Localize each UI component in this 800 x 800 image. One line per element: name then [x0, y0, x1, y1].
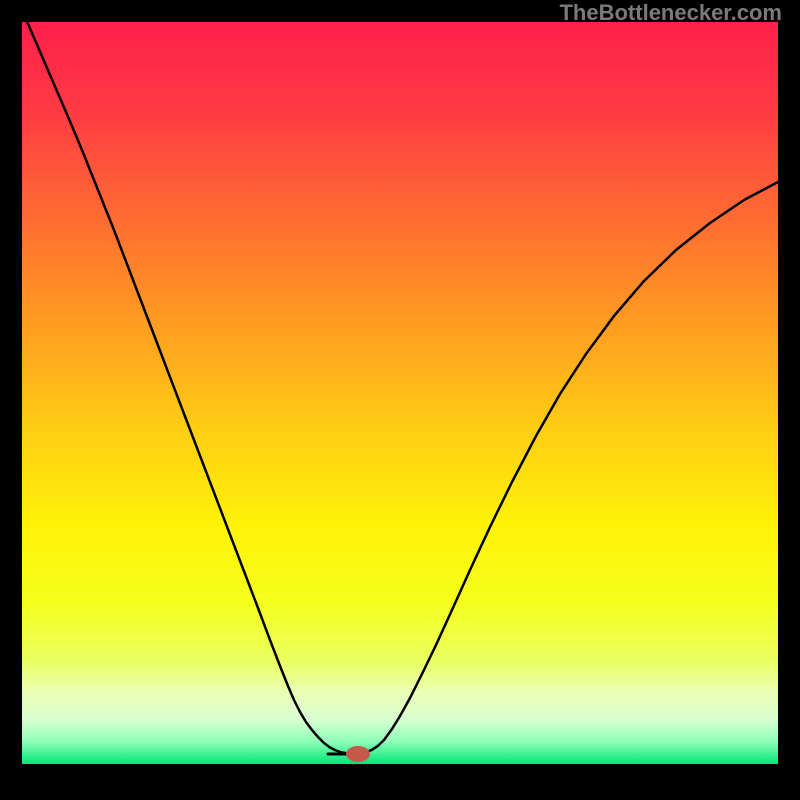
watermark-text: TheBottlenecker.com	[559, 0, 782, 26]
optimal-point-marker	[346, 746, 370, 762]
plot-area	[22, 22, 778, 764]
